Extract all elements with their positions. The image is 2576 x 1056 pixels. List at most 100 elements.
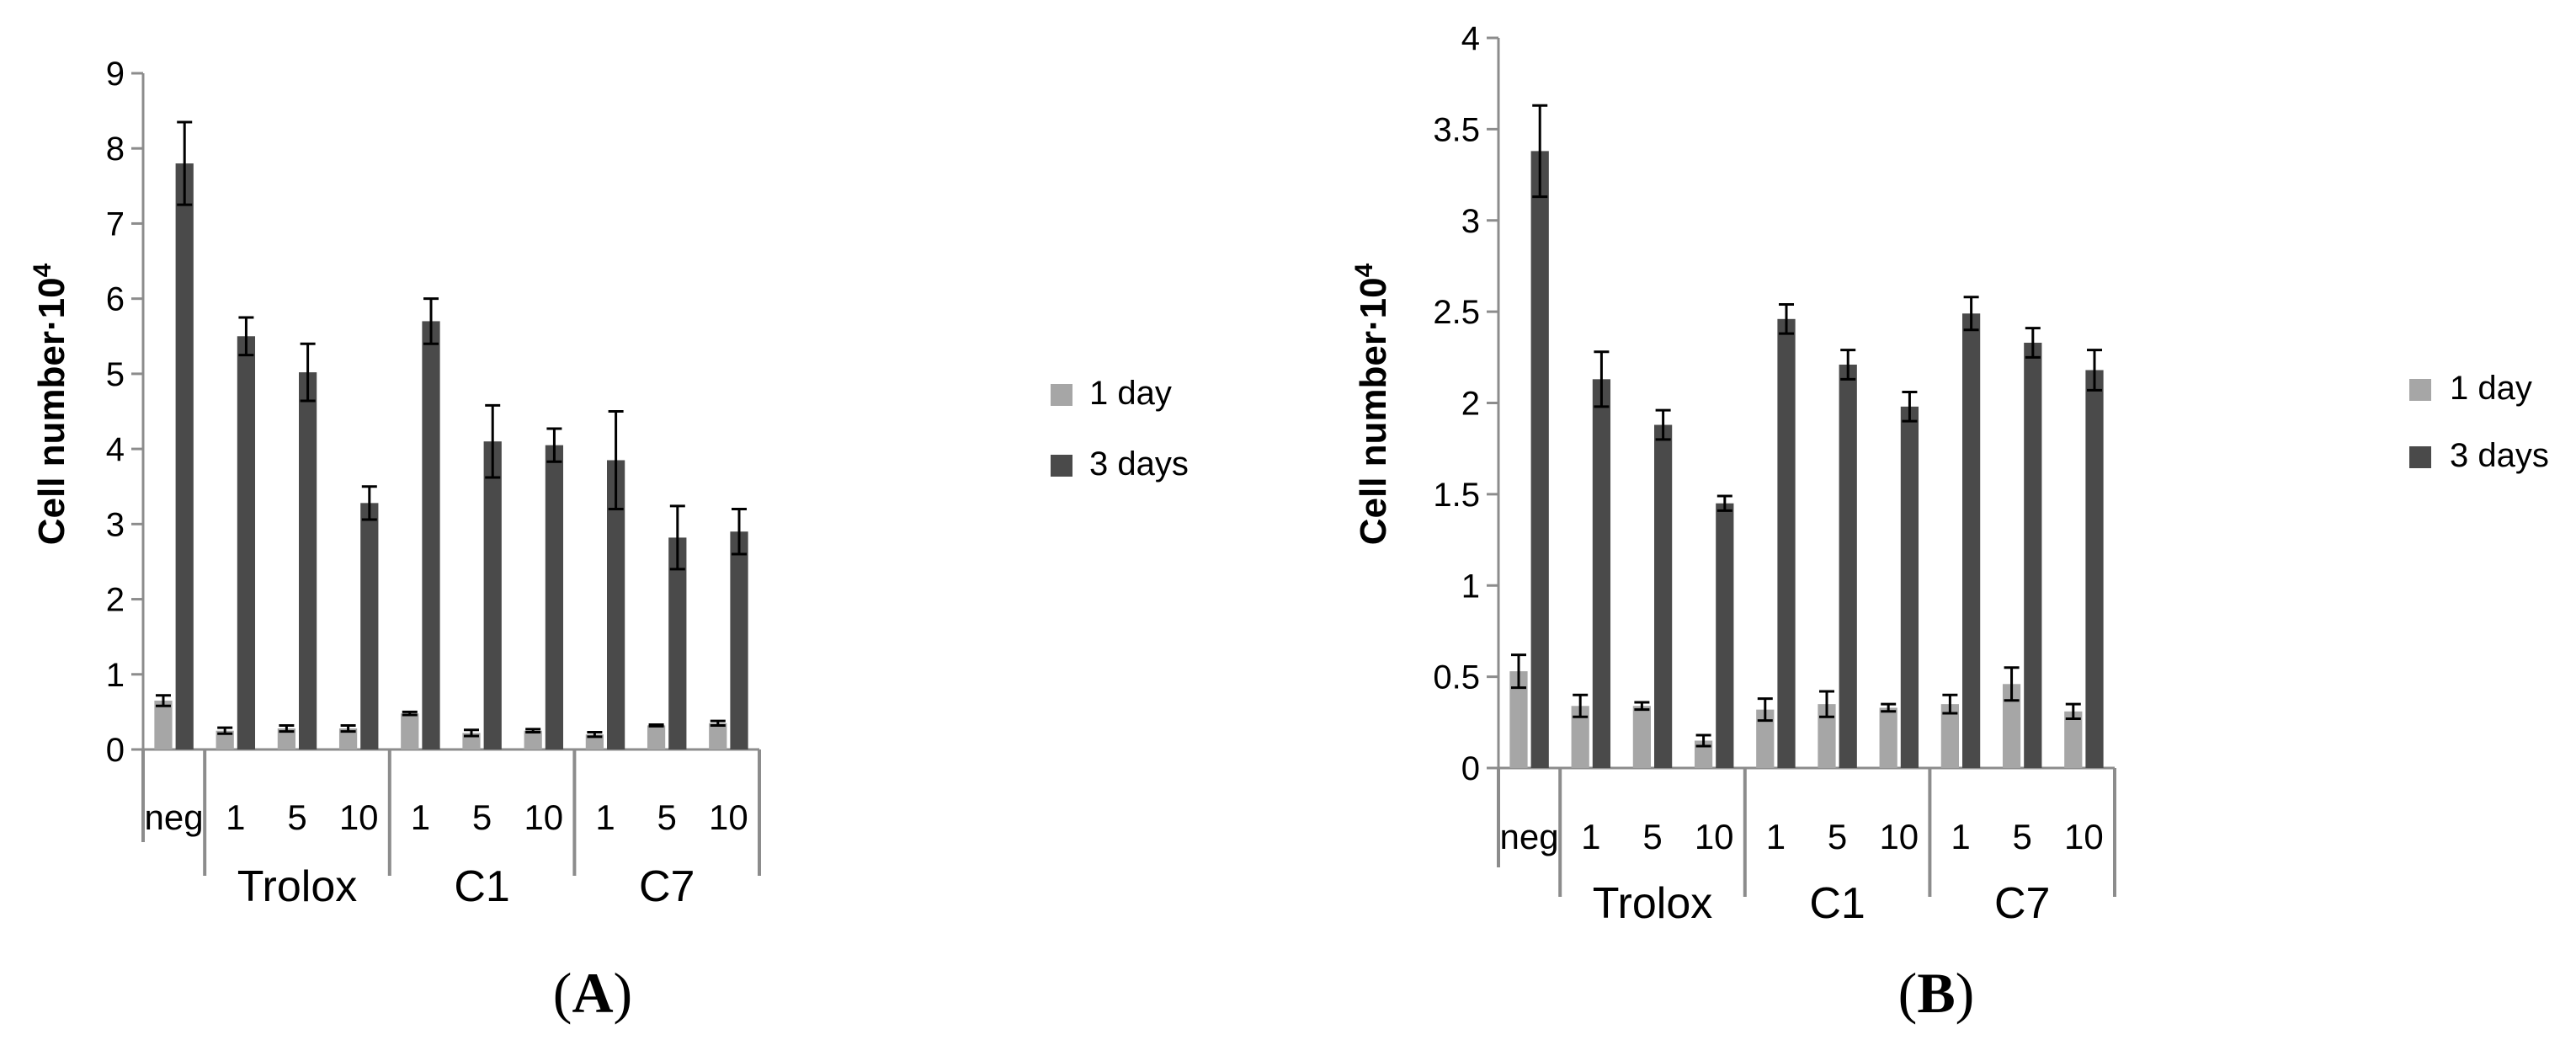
y-tick-label-a: 9 [106,56,125,93]
bar-1-day-a [338,728,358,749]
x-group-label-a: Trolox [237,862,358,911]
y-tick-label-a: 3 [106,506,125,543]
bar-1-day-b [1879,707,1897,768]
x-category-label-a: 10 [709,797,748,837]
bar-1-day-b [1571,706,1589,768]
bar-1-day-b [1818,704,1836,768]
bar-3-days-a [237,336,256,749]
bar-1-day-a [401,713,419,749]
bar-1-day-a [585,734,604,749]
bar-1-day-b [2064,711,2083,768]
bar-3-days-a [483,441,502,749]
legend-label-1-day-a: 1 day [1089,375,1172,412]
y-axis-label-text-b: Cell number·10 [1353,277,1394,545]
x-category-label-b: 5 [1642,817,1662,856]
y-axis-label-exponent-a: 4 [29,263,56,277]
x-group-label-b: C1 [1809,879,1865,928]
bar-1-day-a [154,701,173,749]
legend-label-1-day-b: 1 day [2450,370,2532,407]
x-category-label-a: 1 [595,797,615,837]
x-category-label-a: 1 [226,797,245,837]
y-tick-label-b: 3.5 [1433,111,1480,148]
x-category-label-b: 1 [1766,817,1786,856]
bar-1-day-a [277,728,295,749]
bar-3-days-a [668,537,687,749]
y-tick-label-a: 8 [106,131,125,168]
bar-3-days-a [175,163,194,750]
bar-3-days-a [360,503,379,749]
x-category-label-b: 5 [2013,817,2032,856]
panel-label-b: (B) [1897,961,1975,1025]
bar-3-days-b [1716,503,1734,768]
x-group-label-a: C7 [639,862,695,911]
legend-label-3-days-a: 3 days [1089,445,1189,483]
bar-1-day-b [1694,740,1713,768]
y-tick-label-b: 0 [1461,750,1480,787]
legend-swatch-1-day-b [2409,379,2431,401]
x-category-label-b: 1 [1581,817,1600,856]
y-axis-label-a: Cell number·104 [29,263,72,545]
x-category-label-a: 10 [524,797,563,837]
bar-3-days-b [1530,151,1549,768]
bar-1-day-a [216,730,234,749]
panel-label-b-text: B [1917,961,1956,1025]
x-category-label-b: 1 [1951,817,1970,856]
bar-3-days-b [2085,370,2104,768]
panel-label-a: (A) [552,961,633,1025]
y-tick-label-a: 5 [106,356,125,393]
bar-1-day-b [2002,684,2021,768]
bar-1-day-b [1632,706,1651,768]
y-tick-label-a: 1 [106,657,125,694]
bar-1-day-a [709,723,727,749]
x-category-label-a: 10 [339,797,379,837]
x-group-label-b: Trolox [1593,879,1713,928]
y-tick-label-a: 4 [106,431,125,468]
y-tick-label-b: 1.5 [1433,477,1480,514]
bar-3-days-b [1592,379,1611,768]
x-category-label-a: 5 [472,797,492,837]
bar-1-day-b [1756,709,1775,768]
x-group-label-a: C1 [454,862,509,911]
bar-3-days-a [299,372,317,749]
y-tick-label-a: 2 [106,582,125,619]
x-category-label-a: neg [145,797,204,837]
x-category-label-b: neg [1500,817,1559,856]
legend-swatch-3-days-a [1051,455,1072,477]
bar-3-days-b [1900,406,1919,768]
x-category-label-b: 10 [2064,817,2104,856]
bar-3-days-b [2024,342,2042,768]
x-category-label-b: 10 [1695,817,1734,856]
y-tick-label-b: 0.5 [1433,659,1480,696]
y-axis-label-exponent-b: 4 [1350,263,1378,277]
y-tick-label-b: 2.5 [1433,294,1480,331]
x-category-label-b: 10 [1879,817,1919,856]
y-tick-label-b: 1 [1461,568,1480,605]
bar-3-days-b [1654,424,1673,768]
y-tick-label-b: 4 [1461,20,1480,57]
y-axis-label-text-a: Cell number·10 [31,277,72,545]
x-category-label-a: 5 [287,797,306,837]
bar-3-days-b [1839,364,1857,768]
bar-1-day-a [524,730,542,749]
bar-1-day-a [647,725,666,749]
bar-3-days-a [545,445,564,749]
x-category-label-b: 5 [1828,817,1847,856]
bar-1-day-b [1940,704,1959,768]
bar-3-days-a [422,321,440,749]
legend-swatch-3-days-b [2409,446,2431,468]
legend-label-3-days-b: 3 days [2450,437,2549,474]
legend-swatch-1-day-a [1051,384,1072,406]
y-tick-label-b: 2 [1461,386,1480,423]
x-group-label-b: C7 [1994,879,2050,928]
y-tick-label-a: 0 [106,732,125,769]
y-axis-label-b: Cell number·104 [1350,263,1394,545]
bar-1-day-b [1509,671,1528,768]
bar-3-days-a [607,460,625,749]
bar-3-days-a [730,531,748,749]
panel-label-a-text: A [572,961,614,1025]
y-tick-label-b: 3 [1461,203,1480,240]
bar-3-days-b [1777,318,1796,768]
